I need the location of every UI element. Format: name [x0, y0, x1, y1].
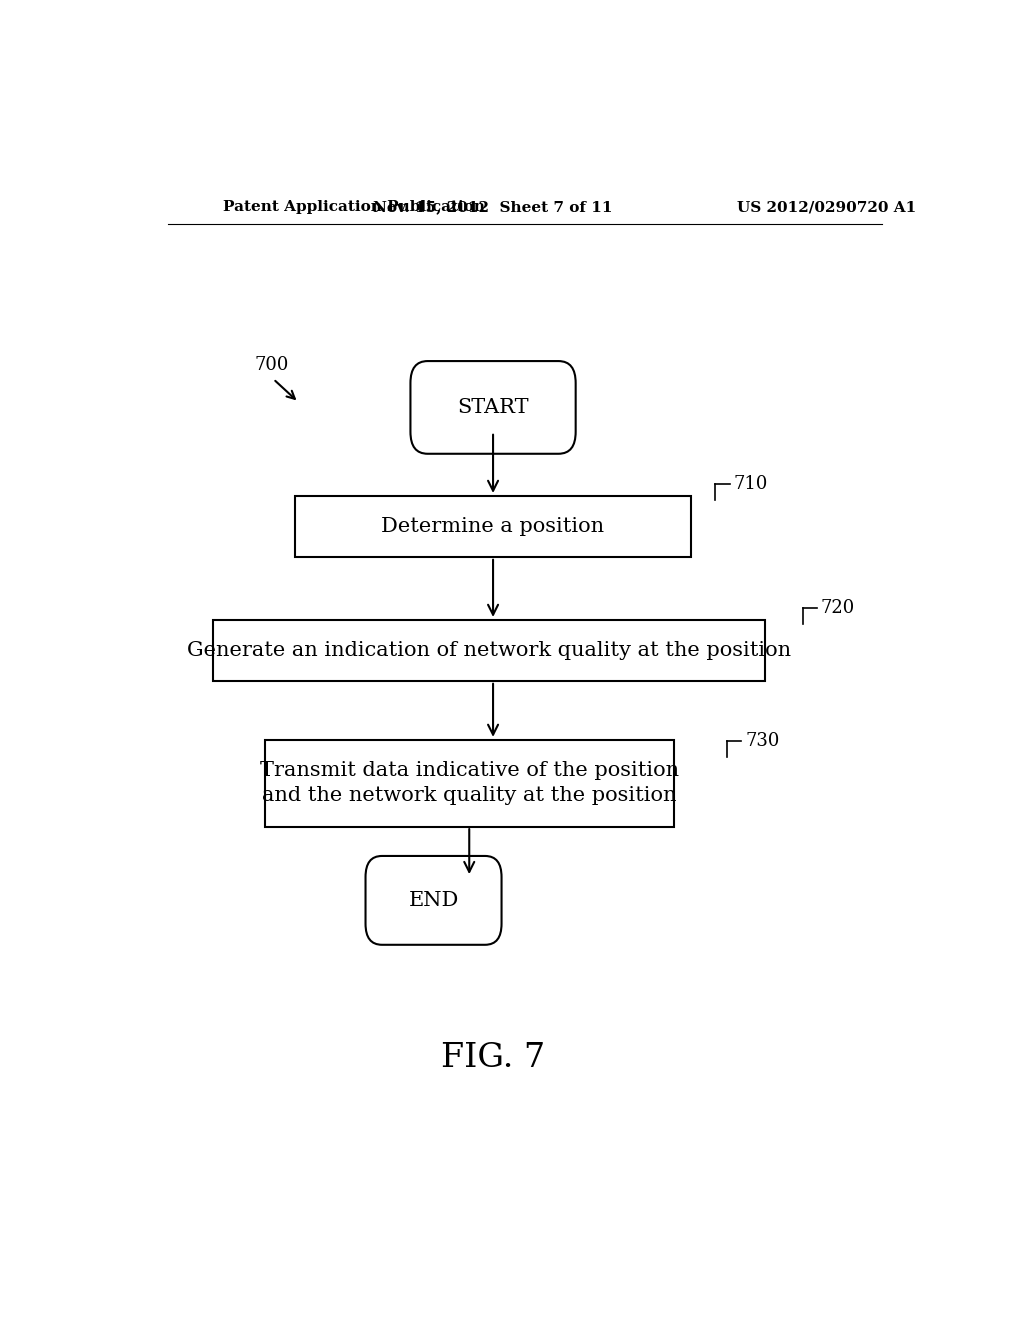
Text: 710: 710	[733, 475, 768, 492]
Text: FIG. 7: FIG. 7	[441, 1041, 545, 1074]
FancyBboxPatch shape	[213, 620, 765, 681]
Text: END: END	[409, 891, 459, 909]
Text: START: START	[458, 397, 528, 417]
Text: 700: 700	[255, 356, 290, 374]
FancyBboxPatch shape	[366, 855, 502, 945]
Text: 730: 730	[745, 731, 780, 750]
Text: 720: 720	[821, 599, 855, 616]
Text: Generate an indication of network quality at the position: Generate an indication of network qualit…	[187, 640, 792, 660]
FancyBboxPatch shape	[265, 741, 674, 826]
Text: US 2012/0290720 A1: US 2012/0290720 A1	[736, 201, 916, 214]
Text: Determine a position: Determine a position	[382, 517, 604, 536]
FancyBboxPatch shape	[295, 496, 691, 557]
Text: Transmit data indicative of the position
and the network quality at the position: Transmit data indicative of the position…	[260, 762, 679, 805]
FancyBboxPatch shape	[411, 362, 575, 454]
Text: Patent Application Publication: Patent Application Publication	[223, 201, 485, 214]
Text: Nov. 15, 2012  Sheet 7 of 11: Nov. 15, 2012 Sheet 7 of 11	[374, 201, 612, 214]
